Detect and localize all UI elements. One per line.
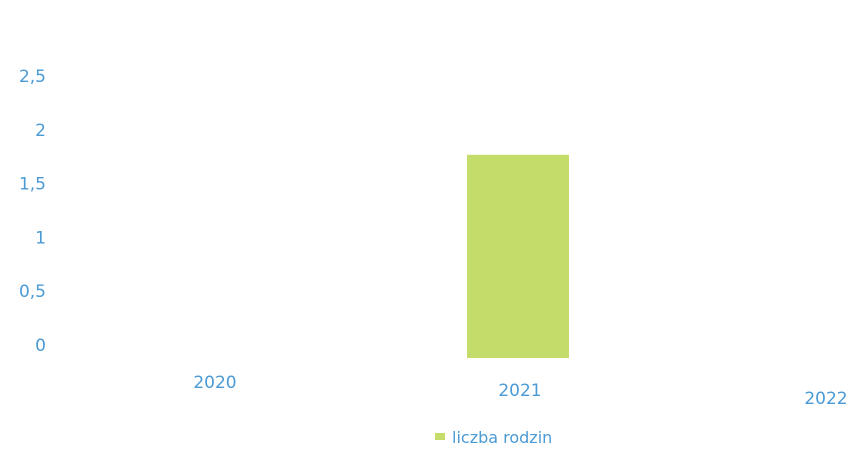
x-axis-ticks: 2020 2021 2022	[193, 373, 847, 409]
x-tick-label: 2020	[193, 373, 236, 393]
bar	[467, 154, 569, 358]
y-tick-label: 1	[35, 228, 46, 248]
y-tick-label: 0,5	[19, 282, 46, 302]
y-tick-label: 1,5	[19, 175, 46, 195]
legend-swatch	[435, 433, 445, 440]
x-tick-label: 2021	[498, 381, 541, 401]
y-axis-ticks: 0 0,5 1 1,5 2 2,5	[19, 67, 46, 356]
legend-label: liczba rodzin	[452, 428, 552, 447]
x-tick-label: 2022	[804, 389, 847, 409]
y-tick-label: 2,5	[19, 67, 46, 87]
y-tick-label: 2	[35, 121, 46, 141]
y-tick-label: 0	[35, 336, 46, 356]
bars	[467, 154, 569, 358]
legend: liczba rodzin	[435, 428, 552, 447]
